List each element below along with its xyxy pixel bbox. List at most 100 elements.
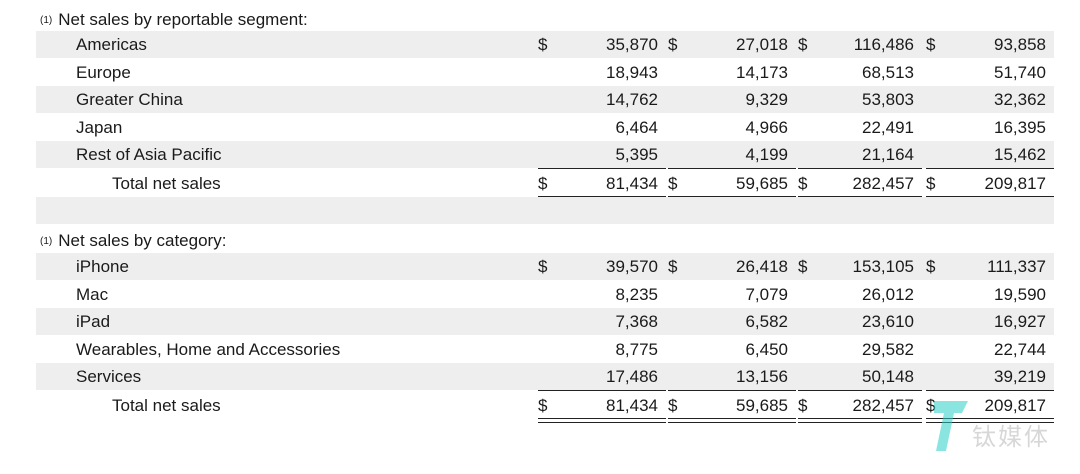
value-cell: $35,870	[538, 35, 666, 57]
value-cell: 19,590	[926, 285, 1054, 307]
dollar-sign: $	[926, 257, 936, 276]
tmtpost-logo-icon	[934, 401, 968, 451]
value-cell: $153,105	[798, 257, 922, 279]
value: 14,173	[736, 62, 788, 82]
value: 18,943	[606, 62, 658, 82]
dollar-sign: $	[926, 35, 936, 54]
value-cell: 17,486	[538, 367, 666, 389]
table-row: Rest of Asia Pacific 5,395 4,199 21,164 15,4…	[36, 141, 1054, 168]
value: 23,610	[862, 312, 914, 331]
total-value: 59,685	[736, 174, 788, 193]
value: 16,395	[994, 117, 1046, 137]
total-value: 209,817	[984, 396, 1046, 415]
total-value-cell: $209,817	[926, 174, 1054, 196]
row-label: iPad	[76, 312, 111, 331]
value: 21,164	[862, 145, 914, 164]
value: 116,486	[853, 35, 914, 54]
row-label: Europe	[76, 62, 131, 82]
value: 53,803	[862, 90, 914, 109]
value: 51,740	[994, 62, 1046, 82]
value: 29,582	[862, 339, 914, 359]
total-value: 209,817	[984, 174, 1046, 193]
dollar-sign: $	[798, 257, 808, 276]
value: 7,368	[615, 312, 658, 331]
dollar-sign: $	[926, 396, 936, 415]
value-cell: $26,418	[668, 257, 796, 279]
value-cell: 9,329	[668, 90, 796, 112]
value-cell: 26,012	[798, 285, 922, 307]
value: 15,462	[994, 145, 1046, 164]
dollar-sign: $	[538, 174, 548, 193]
total-value: 282,457	[852, 396, 914, 415]
value-cell: 7,079	[668, 285, 796, 307]
value: 32,362	[994, 90, 1046, 109]
total-top-rule	[798, 390, 922, 391]
total-value-cell: $59,685	[668, 174, 796, 196]
value: 9,329	[745, 90, 788, 109]
total-value-cell: $81,434	[538, 396, 666, 418]
table-row: iPhone $39,570 $26,418 $153,105 $111,337	[36, 253, 1054, 280]
value-cell: 39,219	[926, 367, 1054, 389]
dollar-sign: $	[668, 396, 678, 415]
value: 13,156	[736, 367, 788, 386]
row-label: Americas	[76, 35, 147, 54]
value: 39,219	[994, 367, 1046, 386]
table-row: iPad 7,368 6,582 23,610 16,927	[36, 308, 1054, 335]
value: 35,870	[606, 35, 658, 54]
total-top-rule	[926, 390, 1054, 391]
total-value: 81,434	[606, 174, 658, 193]
value-cell: 23,610	[798, 312, 922, 334]
table-row: Greater China 14,762 9,329 53,803 32,362	[36, 86, 1054, 113]
value-cell: 22,744	[926, 340, 1054, 362]
dollar-sign: $	[538, 396, 548, 415]
row-label: Mac	[76, 284, 109, 304]
row-label: Rest of Asia Pacific	[76, 145, 222, 164]
category-header: (1) Net sales by category:	[40, 231, 226, 251]
value-cell: 21,164	[798, 145, 922, 167]
value-cell: 16,927	[926, 312, 1054, 334]
value-cell: 6,582	[668, 312, 796, 334]
value: 19,590	[994, 284, 1046, 304]
watermark: 钛媒体	[932, 395, 1052, 455]
value-cell: 32,362	[926, 90, 1054, 112]
total-value-cell: $59,685	[668, 396, 796, 418]
total-value-cell: $209,817	[926, 396, 1054, 418]
total-double-rule	[926, 418, 1054, 423]
value: 5,395	[615, 145, 658, 164]
value: 6,464	[615, 117, 658, 137]
value-cell: 29,582	[798, 340, 922, 362]
dollar-sign: $	[668, 174, 678, 193]
value-cell: 8,775	[538, 340, 666, 362]
dollar-sign: $	[538, 35, 548, 54]
value: 26,418	[736, 257, 788, 276]
value: 153,105	[852, 257, 914, 276]
value-cell: $93,858	[926, 35, 1054, 57]
value: 4,966	[745, 117, 788, 137]
value-cell: 4,199	[668, 145, 796, 167]
total-top-rule	[668, 168, 796, 169]
value: 22,491	[862, 117, 914, 137]
value: 27,018	[736, 35, 788, 54]
total-value: 81,434	[606, 396, 658, 415]
table-row: Mac 8,235 7,079 26,012 19,590	[36, 281, 1054, 308]
table-row: Services 17,486 13,156 50,148 39,219	[36, 363, 1054, 390]
value-cell: 6,464	[538, 118, 666, 140]
value: 14,762	[606, 90, 658, 109]
value-cell: 15,462	[926, 145, 1054, 167]
row-label: Greater China	[76, 90, 183, 109]
dollar-sign: $	[926, 174, 936, 193]
value-cell: $111,337	[926, 257, 1054, 279]
value: 7,079	[745, 284, 788, 304]
value-cell: 14,762	[538, 90, 666, 112]
value: 93,858	[994, 35, 1046, 54]
value: 68,513	[862, 62, 914, 82]
dollar-sign: $	[668, 257, 678, 276]
value-cell: 5,395	[538, 145, 666, 167]
footnote-marker: (1)	[40, 236, 53, 247]
value-cell: 7,368	[538, 312, 666, 334]
value-cell: $116,486	[798, 35, 922, 57]
value: 8,775	[615, 339, 658, 359]
value-cell: $39,570	[538, 257, 666, 279]
segment-header-text: Net sales by reportable segment:	[58, 10, 308, 29]
total-label: Total net sales	[112, 174, 221, 193]
